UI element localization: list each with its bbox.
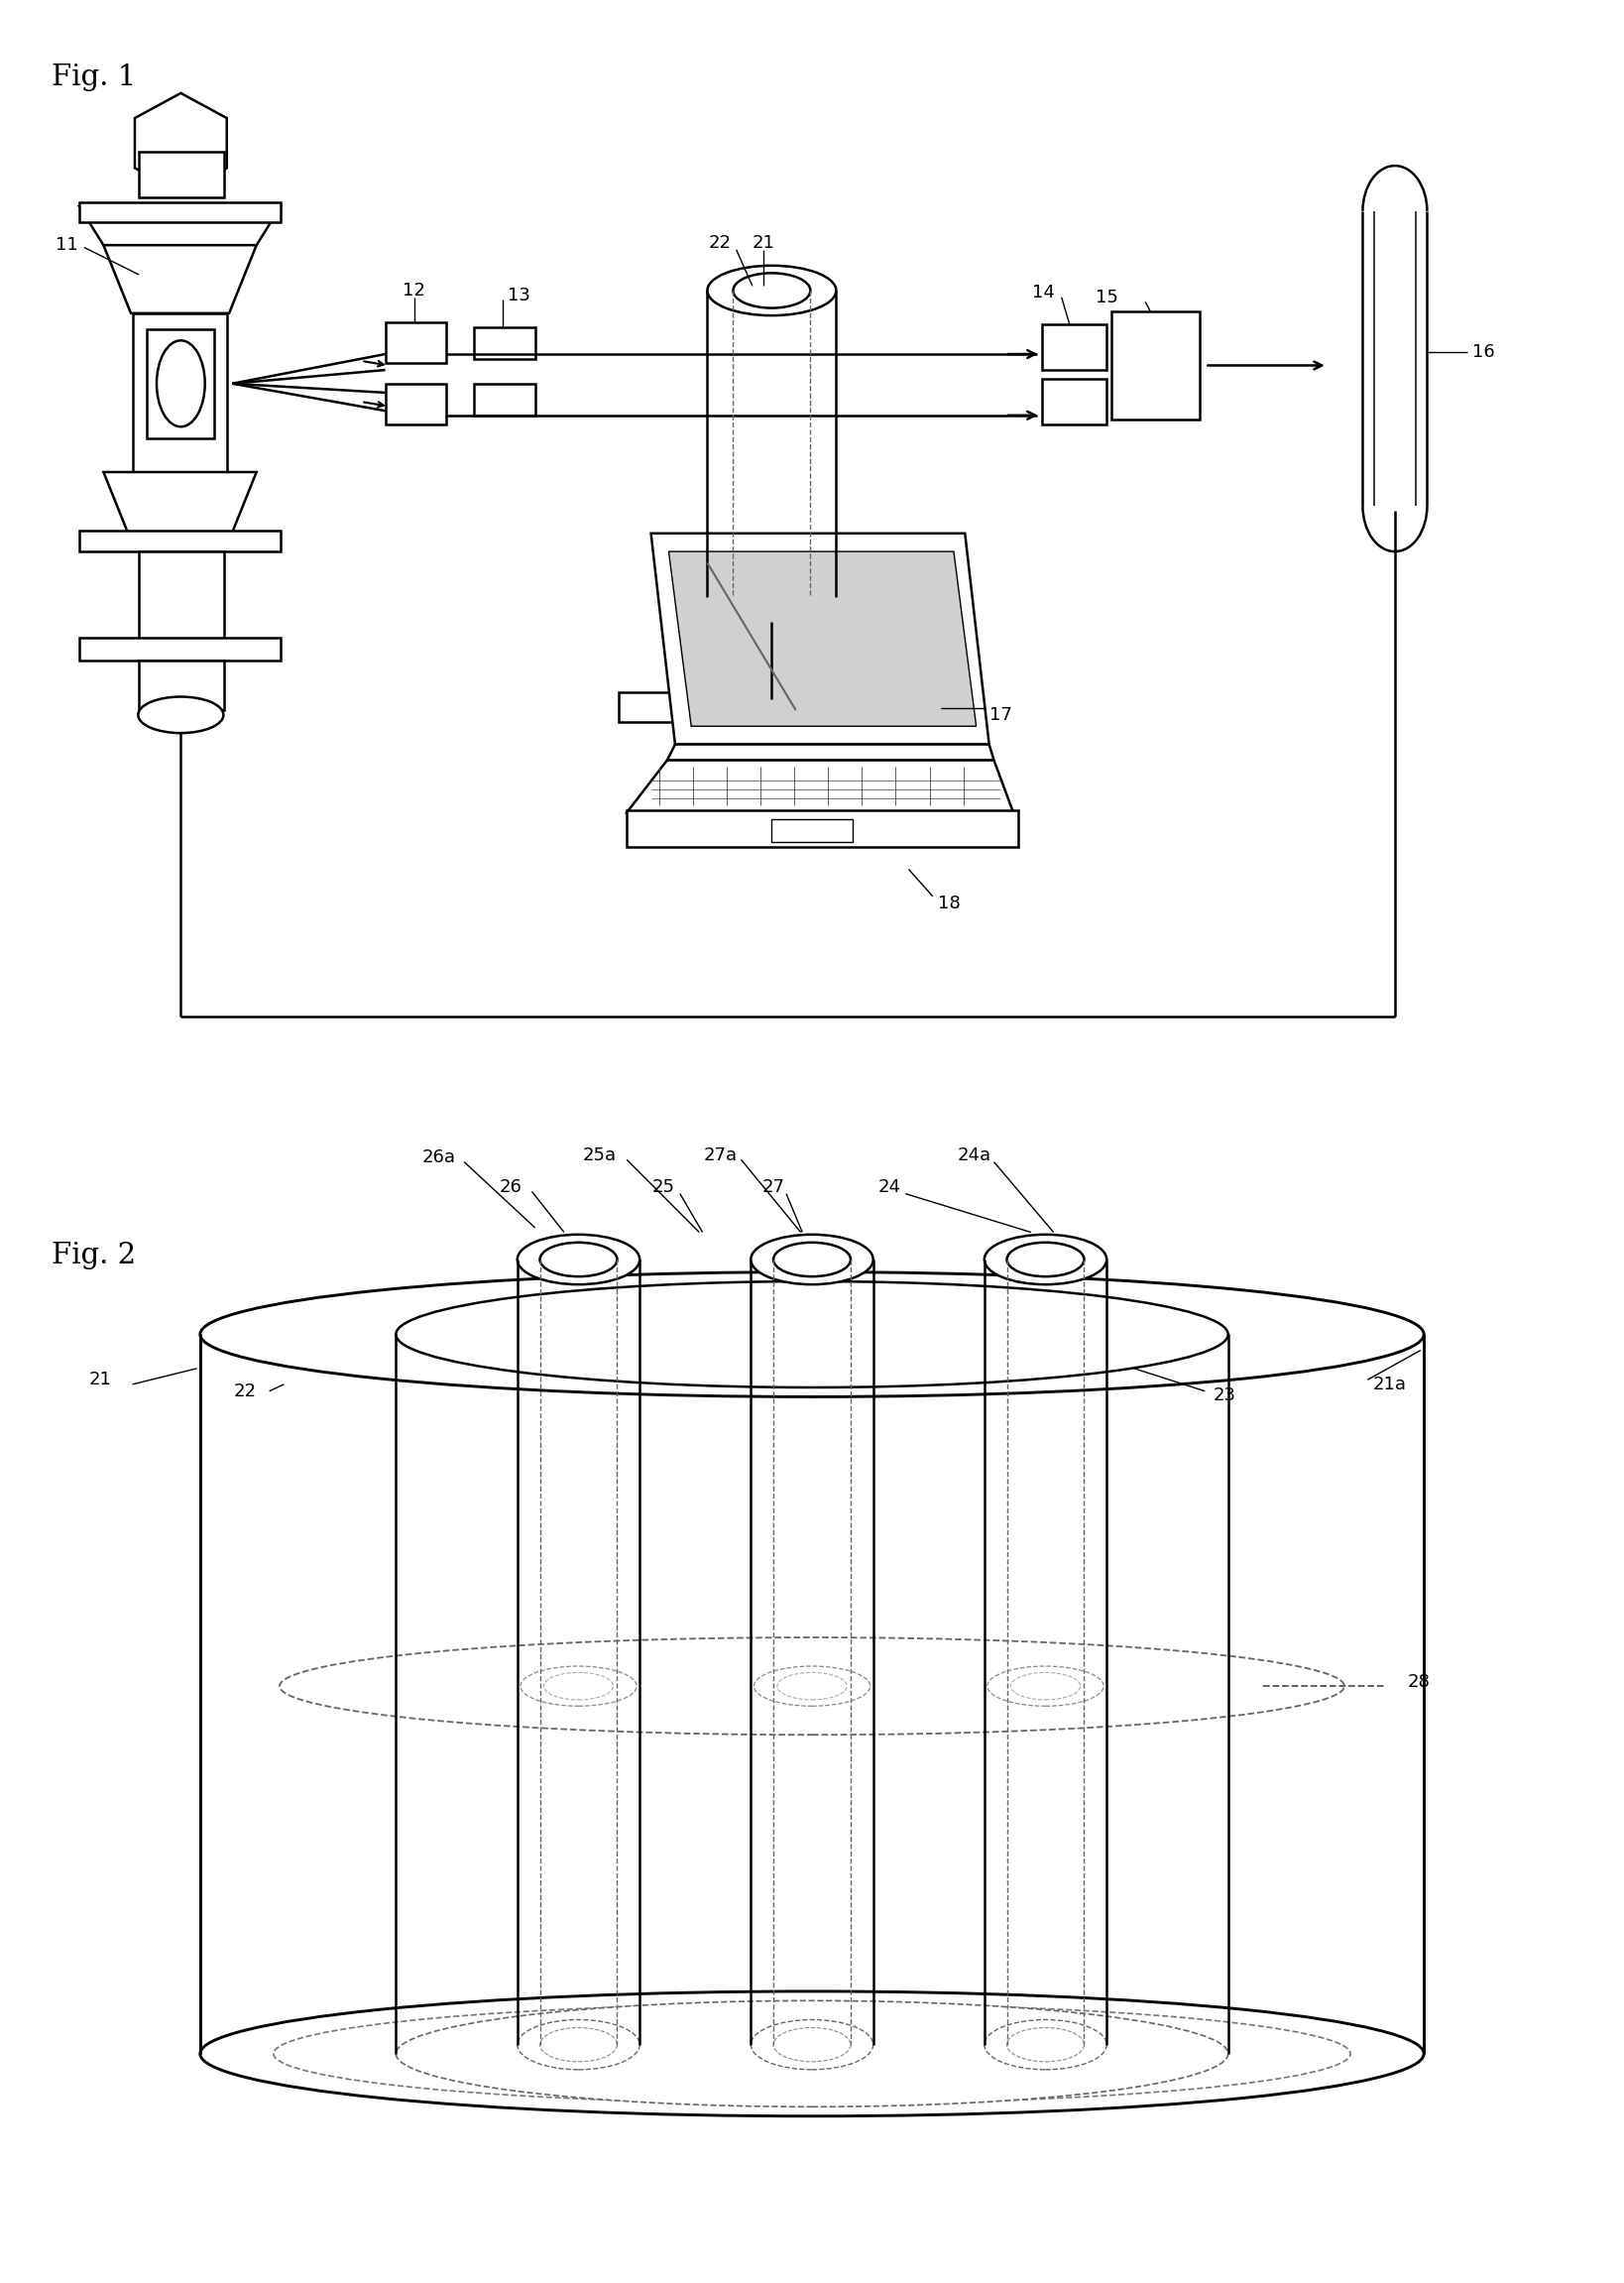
- Ellipse shape: [708, 573, 836, 621]
- Text: 11: 11: [55, 235, 78, 253]
- Bar: [80, 637, 281, 660]
- Ellipse shape: [156, 340, 205, 427]
- Text: 15: 15: [1095, 288, 1117, 306]
- Bar: [1043, 324, 1106, 370]
- Text: 27a: 27a: [703, 1146, 737, 1164]
- Text: 24a: 24a: [958, 1146, 992, 1164]
- Ellipse shape: [732, 580, 810, 614]
- Text: 22: 22: [234, 1381, 257, 1399]
- Bar: [80, 201, 281, 221]
- Text: 27: 27: [762, 1178, 784, 1196]
- Text: 26a: 26a: [422, 1148, 455, 1167]
- Text: 21: 21: [752, 233, 775, 251]
- Ellipse shape: [987, 1667, 1104, 1705]
- Ellipse shape: [984, 2020, 1106, 2071]
- Bar: [627, 810, 1018, 847]
- Bar: [140, 660, 224, 710]
- Ellipse shape: [200, 1991, 1424, 2116]
- Ellipse shape: [1007, 1242, 1085, 1276]
- Ellipse shape: [750, 2020, 874, 2071]
- Ellipse shape: [138, 696, 224, 733]
- Bar: [1111, 310, 1200, 420]
- Bar: [385, 322, 447, 363]
- Text: 24: 24: [879, 1178, 901, 1196]
- Bar: [752, 721, 791, 756]
- Bar: [1043, 379, 1106, 425]
- Polygon shape: [80, 205, 281, 244]
- Text: 21a: 21a: [1372, 1374, 1406, 1393]
- Ellipse shape: [544, 1673, 614, 1701]
- Ellipse shape: [396, 1281, 1228, 1388]
- Ellipse shape: [773, 2027, 851, 2062]
- Text: 14: 14: [1033, 283, 1056, 301]
- Ellipse shape: [708, 265, 836, 315]
- Bar: [133, 313, 227, 473]
- Ellipse shape: [732, 274, 810, 308]
- Text: 28: 28: [1408, 1673, 1431, 1689]
- Text: 26: 26: [500, 1178, 523, 1196]
- Ellipse shape: [1007, 2027, 1085, 2062]
- Text: 22: 22: [708, 233, 732, 251]
- Bar: [771, 820, 853, 842]
- Ellipse shape: [200, 1272, 1424, 1397]
- Ellipse shape: [773, 1242, 851, 1276]
- Bar: [474, 384, 534, 416]
- Bar: [474, 326, 534, 358]
- Ellipse shape: [518, 1235, 640, 1285]
- Ellipse shape: [520, 1667, 637, 1705]
- Ellipse shape: [1010, 1673, 1080, 1701]
- Polygon shape: [667, 744, 994, 760]
- Text: 25a: 25a: [583, 1146, 617, 1164]
- Bar: [140, 153, 224, 199]
- Polygon shape: [627, 760, 1013, 813]
- Bar: [80, 532, 281, 552]
- Ellipse shape: [539, 1242, 617, 1276]
- Text: Fig. 2: Fig. 2: [52, 1242, 136, 1269]
- Text: 16: 16: [1473, 342, 1494, 361]
- Ellipse shape: [273, 2004, 1351, 2103]
- Polygon shape: [104, 473, 257, 541]
- Ellipse shape: [518, 2020, 640, 2071]
- Bar: [148, 329, 214, 438]
- Polygon shape: [669, 552, 976, 726]
- Text: 25: 25: [653, 1178, 676, 1196]
- Ellipse shape: [778, 1673, 846, 1701]
- Polygon shape: [135, 94, 227, 194]
- Bar: [140, 552, 224, 642]
- Text: Fig. 1: Fig. 1: [52, 64, 136, 91]
- Text: 21: 21: [89, 1370, 112, 1388]
- Text: 23: 23: [1213, 1386, 1236, 1404]
- Polygon shape: [651, 534, 989, 744]
- Ellipse shape: [750, 1235, 874, 1285]
- Bar: [385, 384, 447, 425]
- Text: 13: 13: [508, 285, 531, 304]
- Ellipse shape: [984, 1235, 1106, 1285]
- Text: 18: 18: [937, 895, 960, 913]
- Ellipse shape: [754, 1667, 870, 1705]
- Text: 12: 12: [403, 281, 425, 299]
- Ellipse shape: [279, 1637, 1345, 1735]
- Text: 17: 17: [989, 705, 1012, 724]
- Ellipse shape: [396, 2000, 1228, 2107]
- Bar: [619, 692, 924, 721]
- Polygon shape: [104, 244, 257, 313]
- Ellipse shape: [539, 2027, 617, 2062]
